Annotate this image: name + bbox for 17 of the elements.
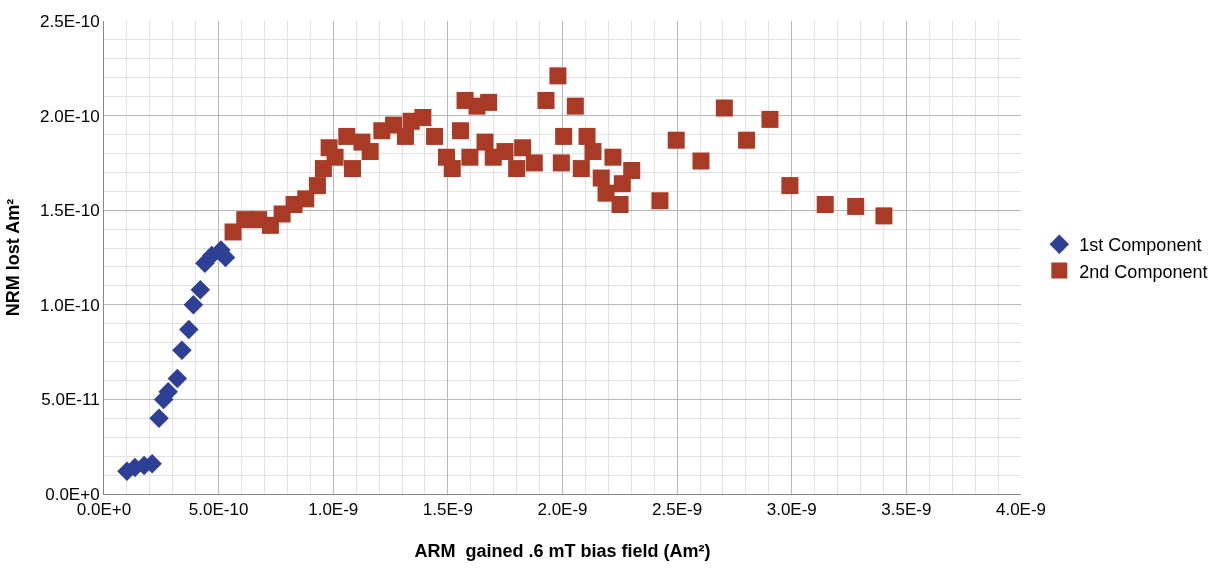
legend-label: 2nd Component [1079, 261, 1208, 282]
legend-label: 1st Component [1079, 235, 1202, 256]
x-tick-label: 2.0E-9 [537, 500, 588, 520]
x-tick-label: 1.5E-9 [422, 500, 473, 520]
y-tick-label: 5.0E-11 [41, 390, 100, 410]
x-tick-label: 1.0E-9 [308, 500, 359, 520]
x-axis-title: ARM gained .6 mT bias field (Am²) [414, 540, 711, 561]
x-tick-label: 2.5E-9 [652, 500, 703, 520]
y-tick-label: 2.5E-10 [40, 11, 100, 31]
x-tick-label: 3.0E-9 [766, 500, 817, 520]
x-tick-label: 3.5E-9 [881, 500, 932, 520]
y-tick-label: 2.0E-10 [40, 106, 100, 126]
x-tick-label: 5.0E-10 [188, 500, 249, 520]
y-axis-title: NRM lost Am² [3, 198, 24, 317]
y-tick-label: 1.0E-10 [40, 295, 100, 315]
y-tick-label: 1.5E-10 [40, 201, 100, 221]
x-tick-label: 4.0E-9 [995, 500, 1047, 520]
